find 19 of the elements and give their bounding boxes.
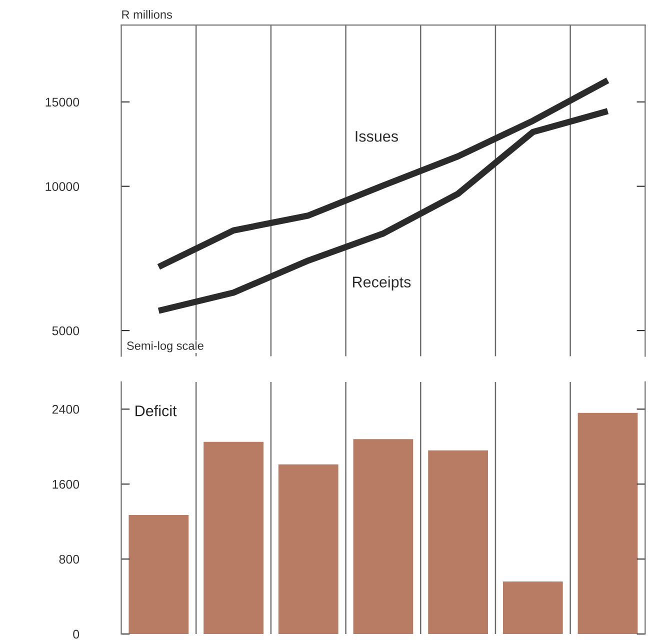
y-tick-label: 800 <box>59 554 80 564</box>
bar <box>578 412 638 634</box>
bar <box>204 442 264 634</box>
y-tick-label: 15000 <box>46 98 80 107</box>
bar <box>353 439 414 634</box>
text: Issues <box>356 131 398 142</box>
bar <box>278 464 338 634</box>
y-tick-label: 10000 <box>46 182 80 191</box>
y-tick-label: 0 <box>73 630 80 639</box>
bar <box>128 515 189 634</box>
y-axis-title: R millions <box>122 10 172 19</box>
annotation: Semi-log scale <box>127 341 204 352</box>
y-tick-label: 1600 <box>52 480 80 489</box>
bar <box>502 582 563 634</box>
y-tick-label: 5000 <box>52 326 80 336</box>
series-label: Receipts <box>353 276 411 290</box>
y-tick-label: 2400 <box>52 404 80 414</box>
bar <box>428 450 488 634</box>
text: Deficit <box>136 405 177 416</box>
